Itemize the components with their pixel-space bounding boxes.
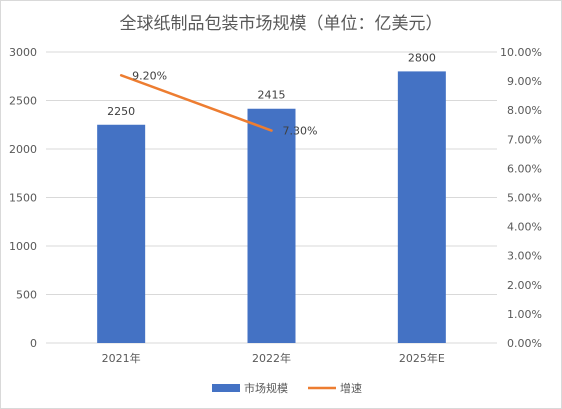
- legend-swatch-bar: [212, 384, 240, 392]
- y-right-tick-label: 9.00%: [507, 75, 542, 88]
- growth-line: [119, 74, 273, 132]
- legend-label-bar: 市场规模: [244, 381, 288, 395]
- chart-title: 全球纸制品包装市场规模（单位：亿美元）: [120, 14, 443, 34]
- bar-value-label: 2800: [408, 51, 436, 64]
- y-left-tick-label: 2000: [9, 143, 37, 156]
- y-right-tick-label: 2.00%: [507, 279, 542, 292]
- y-right-tick-label: 0.00%: [507, 337, 542, 350]
- bar: [247, 108, 296, 344]
- line-value-label: 7.30%: [283, 125, 318, 138]
- bar-value-label: 2250: [107, 105, 135, 118]
- y-right-tick-label: 7.00%: [507, 133, 542, 146]
- y-right-tick-label: 3.00%: [507, 250, 542, 263]
- y-right-tick-label: 4.00%: [507, 221, 542, 234]
- data-labels: 2250 2415 2800 9.20% 7.30%: [107, 51, 436, 137]
- y-left-tick-label: 0: [30, 337, 37, 350]
- x-tick-label: 2022年: [252, 351, 291, 365]
- y-right-tick-label: 5.00%: [507, 192, 542, 205]
- y-right-tick-label: 10.00%: [500, 46, 542, 59]
- y-left-tick-label: 3000: [9, 46, 37, 59]
- bar: [97, 124, 146, 343]
- bar-value-label: 2415: [258, 89, 286, 102]
- y-left-tick-label: 500: [16, 289, 37, 302]
- right-axis-ticks: 0.00% 1.00% 2.00% 3.00% 4.00% 5.00% 6.00% 7.00%…: [500, 46, 542, 350]
- y-right-tick-label: 1.00%: [507, 308, 542, 321]
- x-axis-ticks: 2021年 2022年 2025年E: [102, 351, 445, 365]
- bar-series: [97, 71, 446, 344]
- y-left-tick-label: 2500: [9, 95, 37, 108]
- x-tick-label: 2021年: [102, 351, 141, 365]
- y-right-tick-label: 6.00%: [507, 162, 542, 175]
- y-left-tick-label: 1500: [9, 192, 37, 205]
- left-axis-ticks: 0 500 1000 1500 2000 2500 3000: [9, 46, 37, 350]
- legend: 市场规模 增速: [212, 381, 362, 395]
- x-tick-label: 2025年E: [399, 351, 445, 365]
- y-right-tick-label: 8.00%: [507, 104, 542, 117]
- legend-label-line: 增速: [340, 381, 362, 395]
- bar: [397, 71, 446, 344]
- line-series: [119, 74, 273, 132]
- y-left-tick-label: 1000: [9, 240, 37, 253]
- line-value-label: 9.20%: [132, 69, 167, 82]
